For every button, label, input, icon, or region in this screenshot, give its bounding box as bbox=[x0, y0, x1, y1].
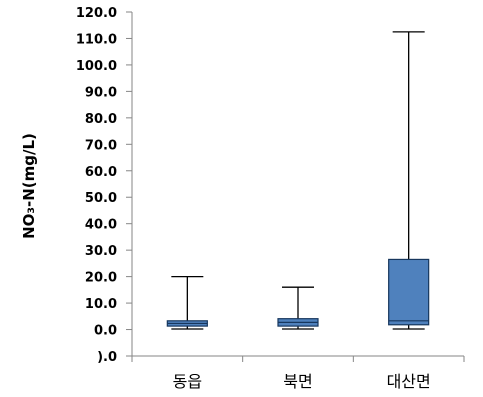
x-category-label: 동읍 bbox=[173, 372, 202, 391]
box-1 bbox=[166, 275, 208, 330]
y-axis: ).0 0.0 10.0 20.0 30.0 40.0 50.0 60.0 70.0 80.0 90… bbox=[76, 6, 133, 365]
y-tick-label: 110.0 bbox=[76, 32, 117, 47]
box-series bbox=[166, 31, 430, 330]
y-tick-label: 80.0 bbox=[85, 112, 117, 127]
y-tick-label: 0.0 bbox=[94, 324, 117, 339]
box-iqr bbox=[388, 258, 430, 326]
box-2 bbox=[277, 286, 319, 330]
y-tick-label: 20.0 bbox=[85, 271, 117, 286]
y-tick-label: 10.0 bbox=[85, 297, 117, 312]
x-axis: 동읍 북면 대산면 bbox=[131, 355, 465, 391]
x-category-label: 대산면 bbox=[387, 372, 431, 391]
y-tick-label: 50.0 bbox=[85, 191, 117, 206]
x-category-label: 북면 bbox=[283, 372, 312, 391]
box-3 bbox=[388, 31, 430, 330]
y-tick-label: 70.0 bbox=[85, 138, 117, 153]
y-tick-label: 60.0 bbox=[85, 165, 117, 180]
y-tick-label: 40.0 bbox=[85, 218, 117, 233]
y-tick-label: 30.0 bbox=[85, 244, 117, 259]
y-tick-label: 100.0 bbox=[76, 59, 117, 74]
y-axis-title: NO₃-N(mg/L) bbox=[20, 133, 38, 239]
y-tick-label: 120.0 bbox=[76, 6, 117, 21]
y-tick-label: ).0 bbox=[97, 350, 117, 365]
y-tick-label: 90.0 bbox=[85, 85, 117, 100]
